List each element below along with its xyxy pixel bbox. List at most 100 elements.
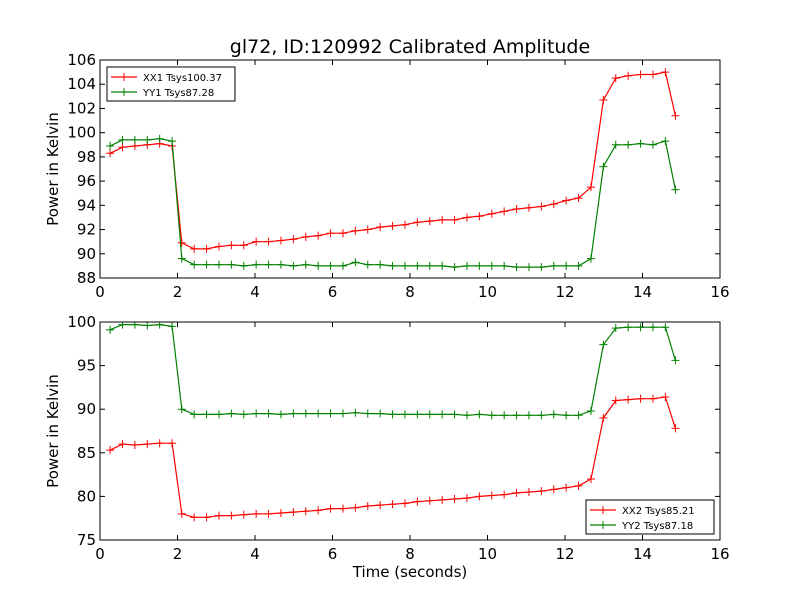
legend-marker (599, 506, 607, 514)
data-point (239, 510, 248, 519)
data-point (648, 140, 657, 149)
legend: XX2 Tsys85.21 YY2 Tsys87.18 (585, 499, 715, 535)
data-point (351, 258, 360, 267)
x-tick-label: 16 (710, 545, 729, 563)
data-point (190, 513, 199, 522)
data-point (586, 474, 595, 483)
data-point (599, 340, 608, 349)
data-point (500, 261, 509, 270)
series-2 (106, 134, 680, 272)
data-point (326, 261, 335, 270)
data-point (227, 511, 236, 520)
legend-label: YY1 Tsys87.28 (142, 88, 214, 99)
data-point (190, 244, 199, 253)
data-point (487, 491, 496, 500)
data-point (190, 260, 199, 269)
data-point (524, 411, 533, 420)
data-point (586, 254, 595, 263)
y-tick-label: 104 (67, 75, 96, 93)
data-point (611, 140, 620, 149)
data-point (462, 411, 471, 420)
data-point (214, 511, 223, 520)
data-point (512, 263, 521, 272)
data-point (177, 509, 186, 518)
data-point (227, 241, 236, 250)
data-point (388, 410, 397, 419)
x-tick-label: 6 (328, 283, 338, 301)
data-point (214, 242, 223, 251)
y-tick-label: 102 (67, 99, 96, 117)
x-tick-label: 10 (478, 283, 497, 301)
data-point (661, 323, 670, 332)
data-point (524, 203, 533, 212)
data-point (549, 200, 558, 209)
series-1 (106, 392, 680, 522)
series-2 (106, 322, 680, 420)
data-point (106, 446, 115, 455)
data-point (624, 140, 633, 149)
data-point (363, 501, 372, 510)
data-point (118, 143, 127, 152)
data-point (500, 411, 509, 420)
data-point (239, 410, 248, 419)
data-point (671, 111, 680, 120)
data-point (130, 135, 139, 144)
data-point (363, 260, 372, 269)
data-point (574, 481, 583, 490)
data-point (118, 135, 127, 144)
data-point (648, 394, 657, 403)
chart-panel-1: 0 2 4 6 8 10 12 14 16 88 90 92 94 96 98 100 102 104 106 Pow… (44, 51, 730, 301)
data-point (475, 212, 484, 221)
data-point (376, 501, 385, 510)
data-point (314, 409, 323, 418)
chart-panel-2: 0 2 4 6 8 10 12 14 16 75 80 85 90 95 100 Power in Kelvi… (44, 313, 730, 581)
data-point (611, 74, 620, 83)
data-point (500, 490, 509, 499)
data-point (351, 408, 360, 417)
x-tick-label: 14 (633, 545, 652, 563)
data-point (599, 413, 608, 422)
data-point (636, 70, 645, 79)
x-tick-label: 10 (478, 545, 497, 563)
data-point (624, 395, 633, 404)
data-point (661, 68, 670, 77)
data-point (438, 261, 447, 270)
data-point (450, 495, 459, 504)
y-tick-label: 90 (77, 245, 96, 263)
data-point (264, 509, 273, 518)
data-point (413, 497, 422, 506)
y-tick-label: 92 (77, 221, 96, 239)
data-point (155, 322, 164, 329)
data-point (400, 261, 409, 270)
legend-label: XX1 Tsys100.37 (143, 73, 222, 84)
y-tick-label: 100 (67, 124, 96, 142)
data-point (425, 261, 434, 270)
data-point (338, 409, 347, 418)
data-point (524, 488, 533, 497)
data-point (500, 207, 509, 216)
data-point (351, 503, 360, 512)
legend-entry: YY2 Tsys87.18 (590, 521, 693, 532)
series-1 (106, 68, 680, 253)
data-point (338, 261, 347, 270)
x-tick-label: 4 (250, 283, 260, 301)
data-point (106, 141, 115, 150)
data-point (168, 322, 177, 331)
data-point (611, 396, 620, 405)
data-point (289, 409, 298, 418)
data-point (276, 508, 285, 517)
data-point (413, 218, 422, 227)
data-point (264, 237, 273, 246)
data-point (413, 261, 422, 270)
data-point (487, 209, 496, 218)
data-point (338, 229, 347, 238)
y-tick-label: 80 (77, 487, 96, 505)
x-tick-label: 8 (405, 283, 415, 301)
data-point (388, 261, 397, 270)
data-point (586, 183, 595, 192)
data-point (106, 325, 115, 334)
data-point (130, 440, 139, 449)
legend-entry: XX1 Tsys100.37 (111, 73, 222, 84)
y-tick-label: 100 (67, 313, 96, 331)
data-point (537, 263, 546, 272)
